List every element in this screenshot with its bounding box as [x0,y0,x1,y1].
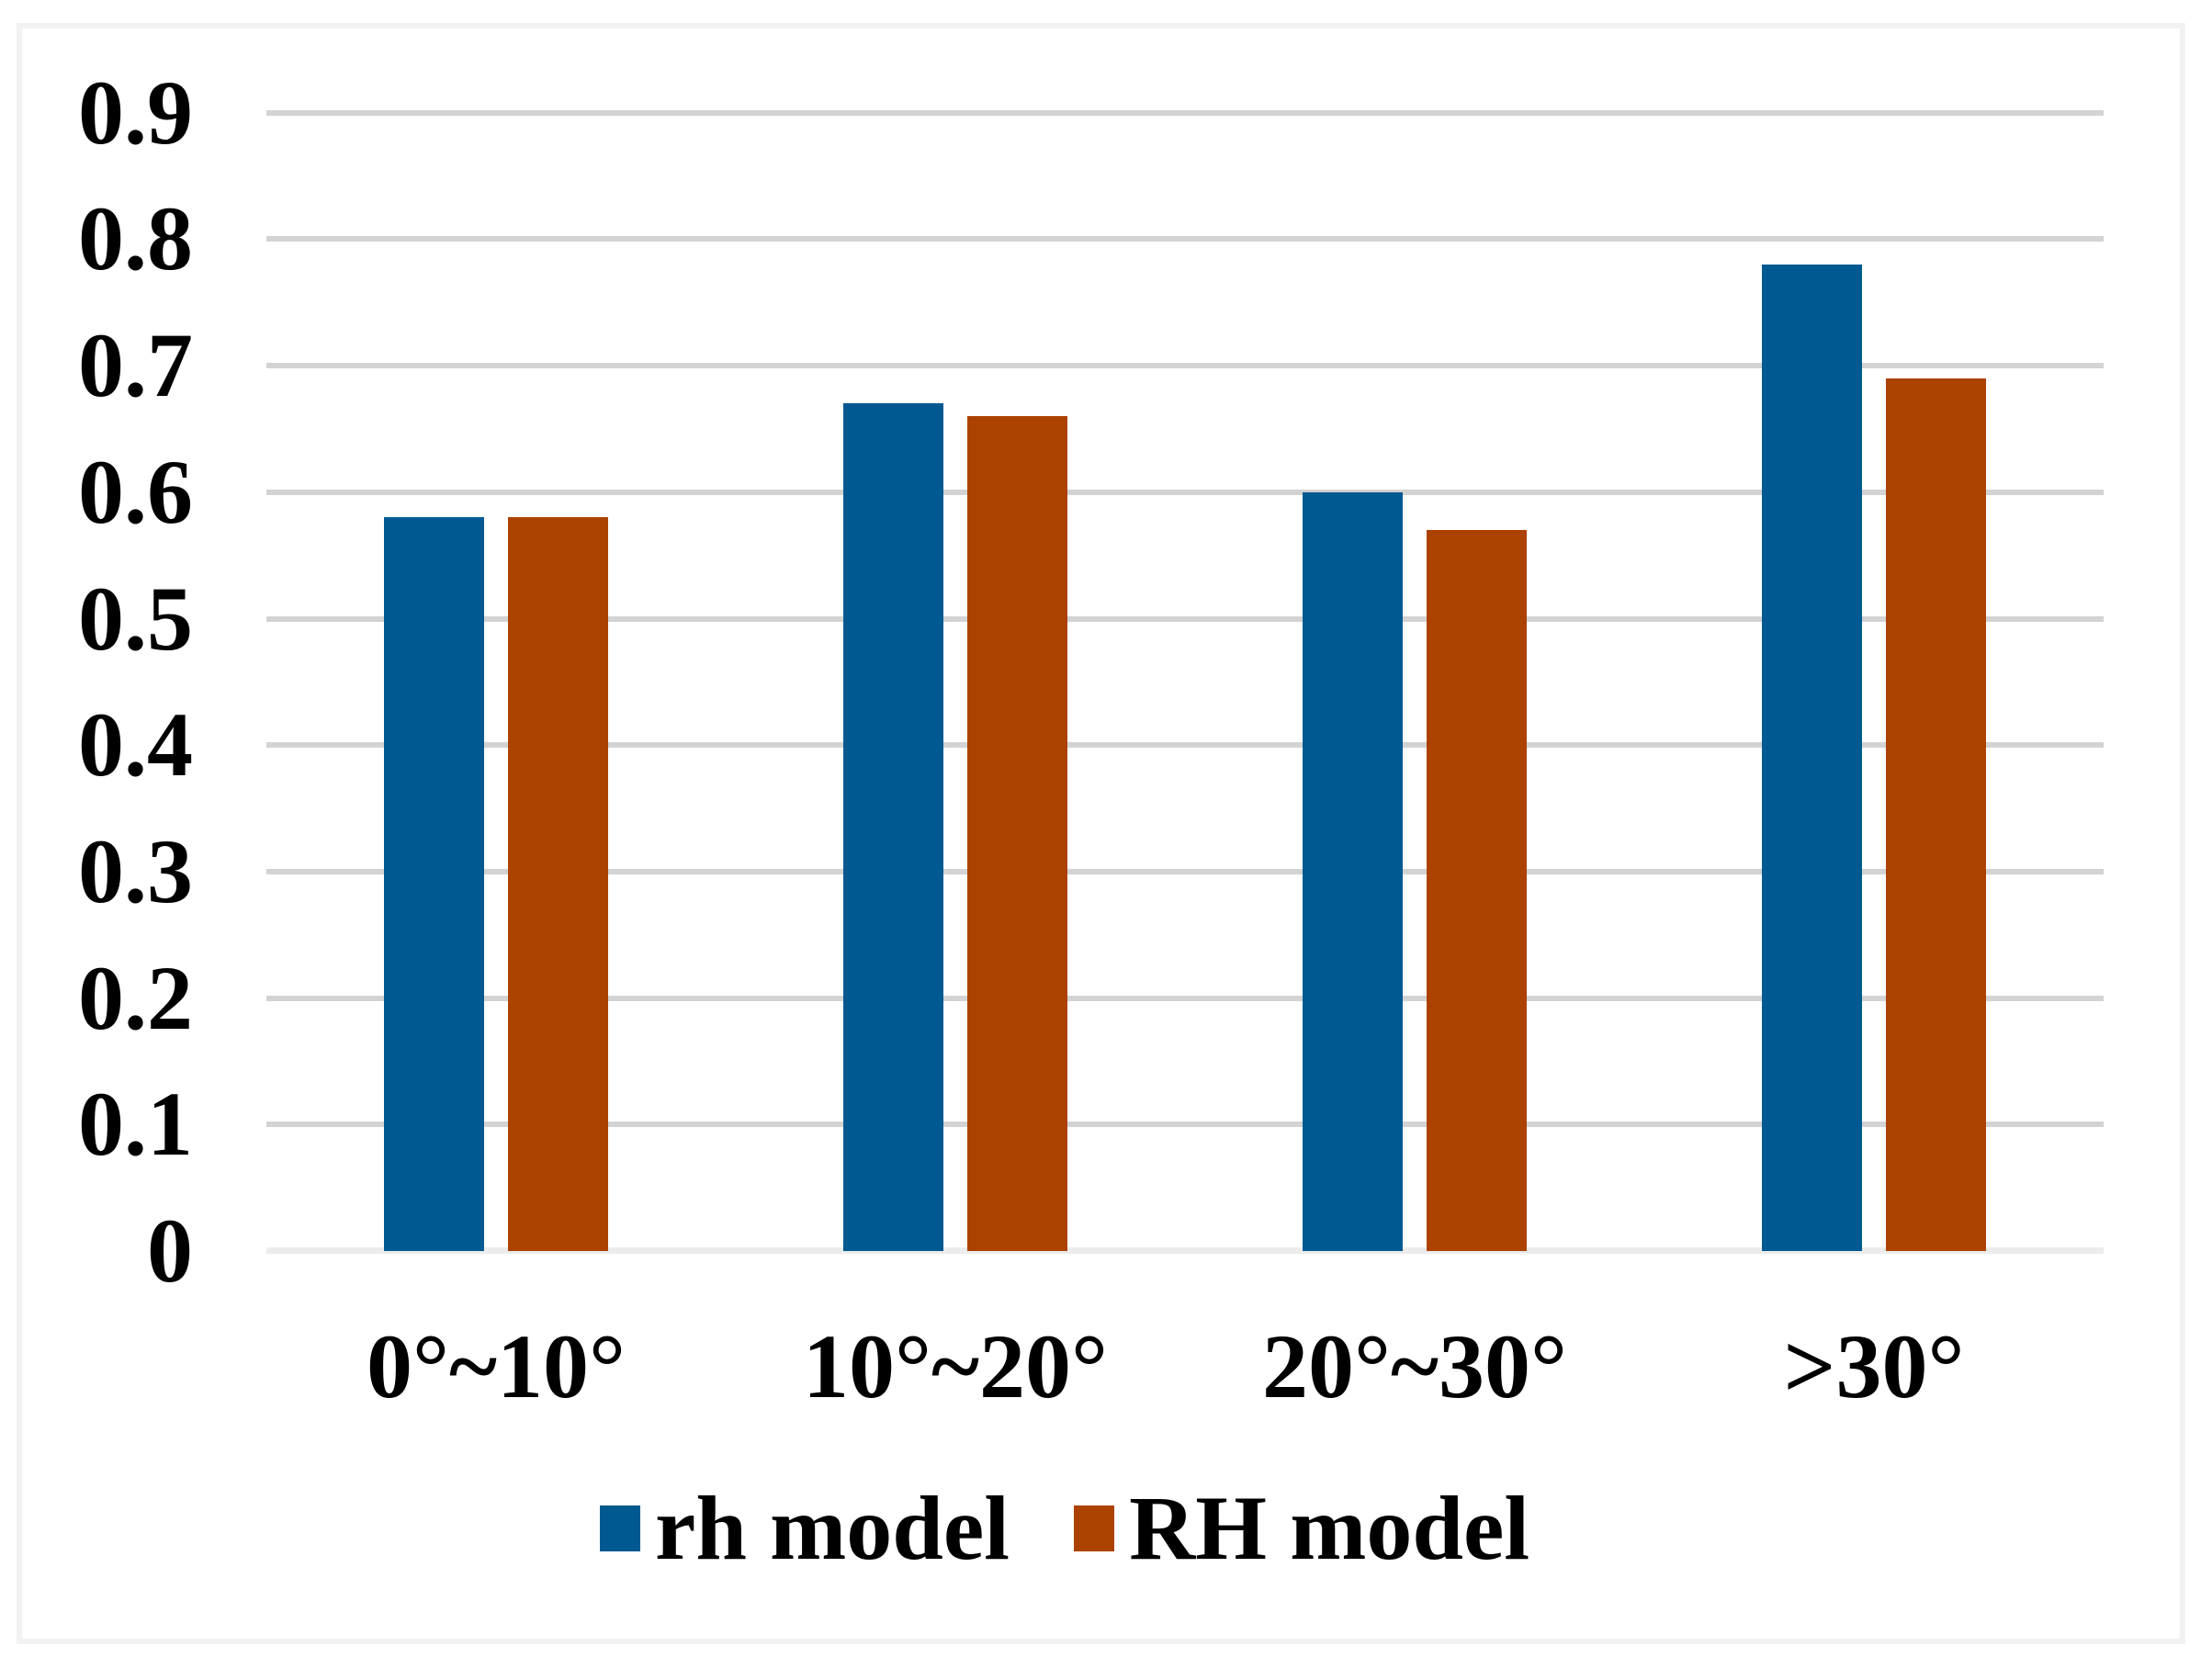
legend-item-RH-model: RH model [1074,1483,1529,1574]
legend-swatch-rh-model [600,1505,640,1551]
bar-RH-model->30° [1886,378,1986,1251]
bar-rh-model->30° [1762,265,1862,1251]
bar-rh-model-20°~30° [1303,492,1403,1251]
legend-item-rh-model: rh model [600,1483,1010,1574]
x-category-label->30°: >30° [1783,1315,1965,1417]
legend-swatch-RH-model [1074,1505,1115,1551]
legend-label-RH-model: RH model [1129,1477,1530,1579]
y-tick-label-0.8: 0.8 [78,187,193,289]
y-tick-label-0.1: 0.1 [78,1073,193,1175]
gridline-0.9 [266,110,2104,116]
y-tick-label-0.5: 0.5 [78,568,193,670]
chart-border [17,23,2185,1644]
gridline-0.1 [266,1122,2104,1127]
gridline-0.5 [266,616,2104,622]
legend-label-rh-model: rh model [655,1477,1010,1579]
bar-rh-model-0°~10° [384,517,484,1251]
y-tick-label-0: 0 [147,1200,193,1302]
x-category-label-0°~10°: 0°~10° [367,1315,626,1417]
y-tick-label-0.2: 0.2 [78,947,193,1049]
y-tick-label-0.6: 0.6 [78,441,193,543]
y-tick-label-0.7: 0.7 [78,314,193,416]
gridline-0.4 [266,742,2104,748]
gridline-0.7 [266,363,2104,368]
y-tick-label-0.9: 0.9 [78,62,193,163]
bar-RH-model-0°~10° [508,517,608,1251]
bar-RH-model-10°~20° [967,416,1067,1251]
x-category-label-10°~20°: 10°~20° [803,1315,1108,1417]
y-tick-label-0.4: 0.4 [78,693,193,795]
legend: rh model RH model [600,1481,1529,1576]
gridline-0.6 [266,490,2104,495]
gridline-0.2 [266,996,2104,1001]
bar-rh-model-10°~20° [843,403,943,1251]
gridline-0.3 [266,869,2104,874]
y-tick-label-0.3: 0.3 [78,820,193,922]
x-axis-line [266,1247,2104,1254]
x-category-label-20°~30°: 20°~30° [1262,1315,1567,1417]
bar-RH-model-20°~30° [1427,530,1527,1251]
gridline-0.8 [266,236,2104,242]
